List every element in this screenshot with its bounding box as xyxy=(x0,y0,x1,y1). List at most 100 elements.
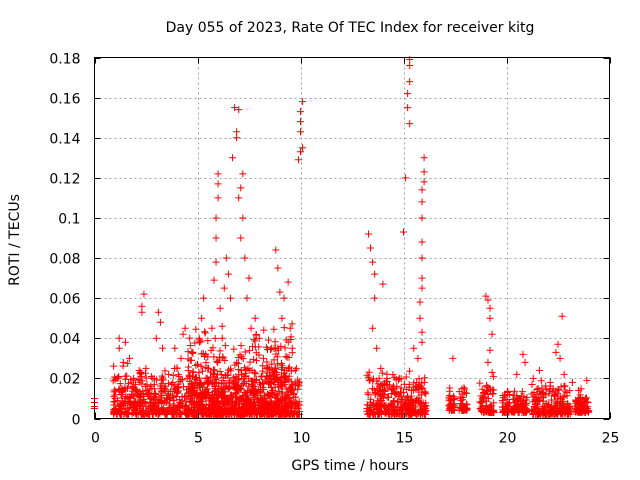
data-point xyxy=(230,380,238,388)
data-point xyxy=(416,314,424,322)
data-point xyxy=(113,374,121,382)
data-point xyxy=(214,194,222,202)
data-point xyxy=(220,284,228,292)
data-point xyxy=(267,379,275,387)
data-point xyxy=(170,397,178,405)
data-point xyxy=(289,380,297,388)
data-point xyxy=(528,390,536,398)
data-point xyxy=(284,409,292,417)
data-point xyxy=(243,387,251,395)
data-point xyxy=(184,363,192,371)
data-point xyxy=(292,398,300,406)
data-point xyxy=(554,409,562,417)
data-point xyxy=(152,390,160,398)
data-point xyxy=(162,386,170,394)
data-point xyxy=(138,302,146,310)
data-point xyxy=(192,325,200,333)
data-point xyxy=(260,326,268,334)
data-point xyxy=(274,381,282,389)
data-point xyxy=(371,294,379,302)
data-point xyxy=(486,346,494,354)
data-point xyxy=(202,375,210,383)
data-point xyxy=(542,399,550,407)
data-point xyxy=(477,392,485,400)
data-point xyxy=(207,346,215,354)
data-point xyxy=(196,397,204,405)
data-point xyxy=(270,407,278,415)
data-point xyxy=(264,410,272,418)
data-point xyxy=(223,410,231,418)
data-point xyxy=(270,356,278,364)
data-point xyxy=(297,108,304,116)
data-point xyxy=(484,296,492,304)
data-point xyxy=(208,324,216,332)
data-point xyxy=(257,373,265,381)
data-point xyxy=(273,368,281,376)
data-point xyxy=(208,397,216,405)
data-point xyxy=(213,398,221,406)
data-point xyxy=(211,366,219,374)
data-point xyxy=(364,391,372,399)
data-point xyxy=(422,390,430,398)
y-tick-label: 0.06 xyxy=(49,292,80,308)
data-point xyxy=(410,344,418,352)
data-point xyxy=(461,385,469,393)
data-point xyxy=(116,406,124,414)
data-point xyxy=(136,378,144,386)
chart-title: Day 055 of 2023, Rate Of TEC Index for r… xyxy=(166,20,535,36)
data-point xyxy=(195,374,203,382)
data-point xyxy=(583,376,591,384)
data-point xyxy=(477,399,485,407)
data-point xyxy=(248,367,256,375)
data-point xyxy=(367,244,375,252)
data-point xyxy=(223,371,231,379)
data-point xyxy=(406,410,414,418)
data-point xyxy=(462,400,470,408)
grid xyxy=(94,57,610,419)
data-point xyxy=(272,246,280,254)
data-point xyxy=(546,404,554,412)
data-point xyxy=(297,118,304,126)
data-point xyxy=(235,371,243,379)
data-point xyxy=(175,384,183,392)
data-point xyxy=(518,388,526,396)
data-point xyxy=(287,333,295,341)
data-point xyxy=(197,337,205,345)
data-point xyxy=(226,294,234,302)
data-point xyxy=(460,405,468,413)
data-point xyxy=(285,376,293,384)
data-point xyxy=(251,337,259,345)
data-point xyxy=(115,334,123,342)
data-point xyxy=(259,362,267,370)
data-point xyxy=(130,401,138,409)
data-point xyxy=(152,334,160,342)
data-point xyxy=(251,314,259,322)
data-point xyxy=(489,373,497,381)
data-point xyxy=(171,344,179,352)
data-point xyxy=(379,400,387,408)
data-point xyxy=(283,353,291,361)
data-point xyxy=(297,148,304,156)
data-point xyxy=(363,410,371,418)
x-tick-label: 15 xyxy=(396,431,414,447)
data-point xyxy=(281,372,289,380)
data-point xyxy=(276,288,284,296)
data-point xyxy=(384,393,392,401)
data-point xyxy=(250,387,258,395)
data-point xyxy=(148,385,156,393)
data-point xyxy=(284,278,292,286)
data-point xyxy=(277,342,285,350)
data-point xyxy=(404,392,412,400)
data-point xyxy=(137,390,145,398)
data-point xyxy=(237,342,245,350)
data-point xyxy=(371,270,379,278)
data-point xyxy=(583,394,591,402)
data-point xyxy=(287,399,295,407)
data-point xyxy=(272,364,280,372)
data-point xyxy=(483,383,491,391)
data-point xyxy=(371,389,379,397)
data-point xyxy=(281,367,289,375)
data-point xyxy=(122,392,130,400)
data-point xyxy=(556,354,564,362)
data-point xyxy=(134,398,142,406)
